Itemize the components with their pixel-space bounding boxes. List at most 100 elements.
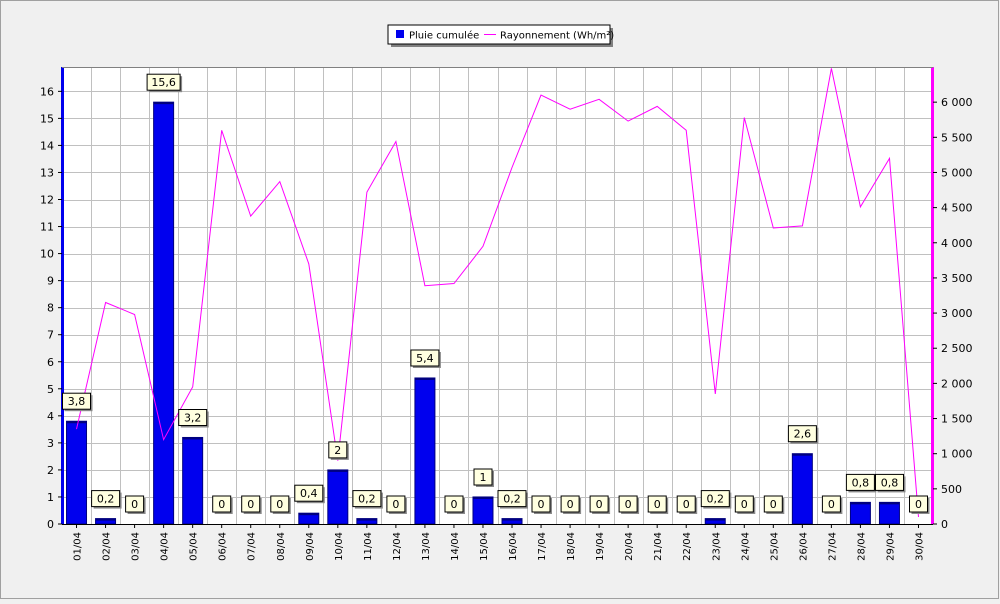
bar-top-29/04 [879, 502, 900, 505]
left-tick-label: 6 [47, 356, 54, 369]
data-label-19/04: 0 [596, 498, 603, 511]
data-label-box [531, 495, 551, 513]
x-tick-label: 17/04 [537, 532, 548, 561]
x-tick-label: 21/04 [653, 532, 664, 561]
legend: Pluie cumulée Rayonnement (Wh/m²) [387, 24, 614, 47]
data-label-13/04: 5,4 [416, 352, 434, 365]
data-label-30/04: 0 [915, 498, 922, 511]
data-label-17/04: 0 [538, 498, 545, 511]
right-tick-label: 500 [941, 483, 962, 496]
bar-top-13/04 [414, 377, 435, 380]
right-tick-label: 1 000 [941, 448, 973, 461]
x-tick-label: 05/04 [189, 532, 200, 561]
data-labels-group: 3,8 0,2 0 15,6 3,2 0 0 0 0,4 2 0,2 0 5,4 0 1 0,2 0 0 0 0 0 0 0… [62, 73, 930, 514]
left-tick-label: 5 [47, 383, 54, 396]
bar-15/04 [472, 496, 494, 525]
data-label-26/04: 2,6 [794, 428, 812, 441]
x-tick-label: 10/04 [334, 532, 345, 561]
right-axis-ticks: 0 500 1 000 1 500 2 000 2 500 3 000 3 500 4 000 4… [933, 96, 973, 531]
left-tick-label: 7 [47, 329, 54, 342]
x-tick-label: 14/04 [450, 532, 461, 561]
x-tick-label: 02/04 [102, 532, 113, 561]
legend-swatch-pluie [396, 30, 404, 38]
data-label-05/04: 3,2 [184, 412, 202, 425]
x-tick-label: 30/04 [915, 532, 926, 561]
bar-01/04 [66, 420, 88, 525]
x-tick-label: 03/04 [131, 532, 142, 561]
data-label-box [763, 495, 783, 513]
left-tick-label: 13 [40, 166, 54, 179]
data-label-box [618, 495, 638, 513]
data-label-box [444, 495, 464, 513]
bar-top-16/04 [502, 518, 523, 521]
x-tick-label: 22/04 [682, 532, 693, 561]
right-tick-label: 3 000 [941, 307, 973, 320]
data-label-box [270, 495, 290, 513]
x-axis-ticks: 01/04 02/04 03/04 04/04 05/04 06/04 07/04 08/04… [73, 524, 926, 561]
left-tick-label: 2 [47, 464, 54, 477]
bar-04/04 [153, 101, 175, 525]
data-label-box [410, 349, 440, 367]
data-label-box [875, 473, 904, 491]
data-label-02/04: 0,2 [97, 493, 115, 506]
x-tick-label: 13/04 [421, 532, 432, 561]
data-label-20/04: 0 [625, 498, 632, 511]
data-label-29/04: 0,8 [881, 476, 899, 489]
right-tick-label: 5 000 [941, 166, 973, 179]
right-tick-label: 2 000 [941, 377, 973, 390]
data-label-box [241, 495, 261, 513]
data-label-box [125, 495, 145, 513]
radiation-line-group [76, 68, 919, 518]
right-tick-label: 3 500 [941, 272, 973, 285]
x-tick-label: 28/04 [856, 532, 867, 561]
x-tick-label: 24/04 [740, 532, 751, 561]
x-tick-label: 20/04 [624, 532, 635, 561]
left-tick-label: 1 [47, 491, 54, 504]
x-tick-label: 08/04 [276, 532, 287, 561]
x-tick-label: 12/04 [392, 532, 403, 561]
bar-top-01/04 [66, 421, 87, 424]
data-label-box [146, 73, 181, 91]
data-label-box [328, 441, 348, 459]
left-tick-label: 14 [40, 139, 54, 152]
bar-29/04 [878, 501, 900, 525]
x-tick-label: 11/04 [363, 532, 374, 561]
left-tick-label: 0 [47, 518, 54, 531]
bar-top-23/04 [705, 518, 726, 521]
data-label-box [91, 490, 121, 508]
radiation-line [76, 68, 919, 518]
data-label-box [845, 473, 875, 491]
bars-group [66, 101, 900, 525]
data-label-box [212, 495, 232, 513]
x-tick-label: 19/04 [595, 532, 606, 561]
x-tick-label: 15/04 [479, 532, 490, 561]
left-tick-label: 12 [40, 194, 54, 207]
legend-label-pluie: Pluie cumulée [409, 30, 479, 42]
data-label-21/04: 0 [654, 498, 661, 511]
data-label-03/04: 0 [131, 498, 138, 511]
data-label-box [909, 495, 928, 513]
left-tick-label: 15 [40, 112, 54, 125]
bar-05/04 [182, 436, 204, 525]
bar-28/04 [849, 501, 871, 525]
x-tick-label: 07/04 [247, 532, 258, 561]
data-label-08/04: 0 [276, 498, 283, 511]
right-tick-label: 6 000 [941, 96, 973, 109]
data-label-box [62, 392, 91, 410]
data-label-box [294, 484, 324, 502]
x-tick-label: 09/04 [305, 532, 316, 561]
data-label-box [589, 495, 609, 513]
data-label-09/04: 0,4 [300, 487, 318, 500]
data-label-27/04: 0 [828, 498, 835, 511]
data-label-box [676, 495, 696, 513]
data-label-11/04: 0,2 [358, 493, 376, 506]
data-label-16/04: 0,2 [503, 493, 521, 506]
data-label-box [473, 468, 493, 486]
data-label-box [497, 490, 527, 508]
data-label-box [700, 490, 730, 508]
left-tick-label: 4 [47, 410, 54, 423]
right-tick-label: 4 000 [941, 237, 973, 250]
data-label-23/04: 0,2 [707, 493, 725, 506]
